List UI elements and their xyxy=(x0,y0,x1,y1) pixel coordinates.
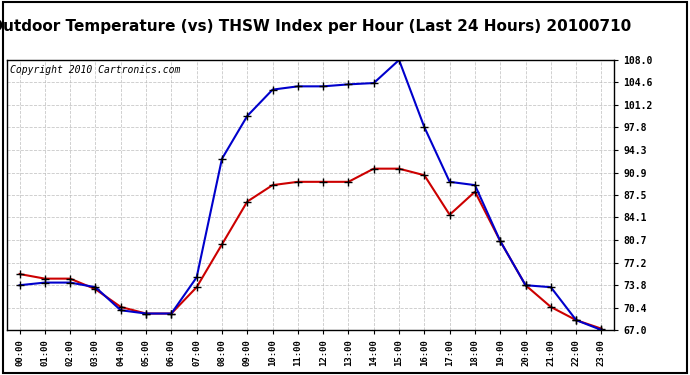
Text: Outdoor Temperature (vs) THSW Index per Hour (Last 24 Hours) 20100710: Outdoor Temperature (vs) THSW Index per … xyxy=(0,19,631,34)
Text: Copyright 2010 Cartronics.com: Copyright 2010 Cartronics.com xyxy=(10,65,180,75)
